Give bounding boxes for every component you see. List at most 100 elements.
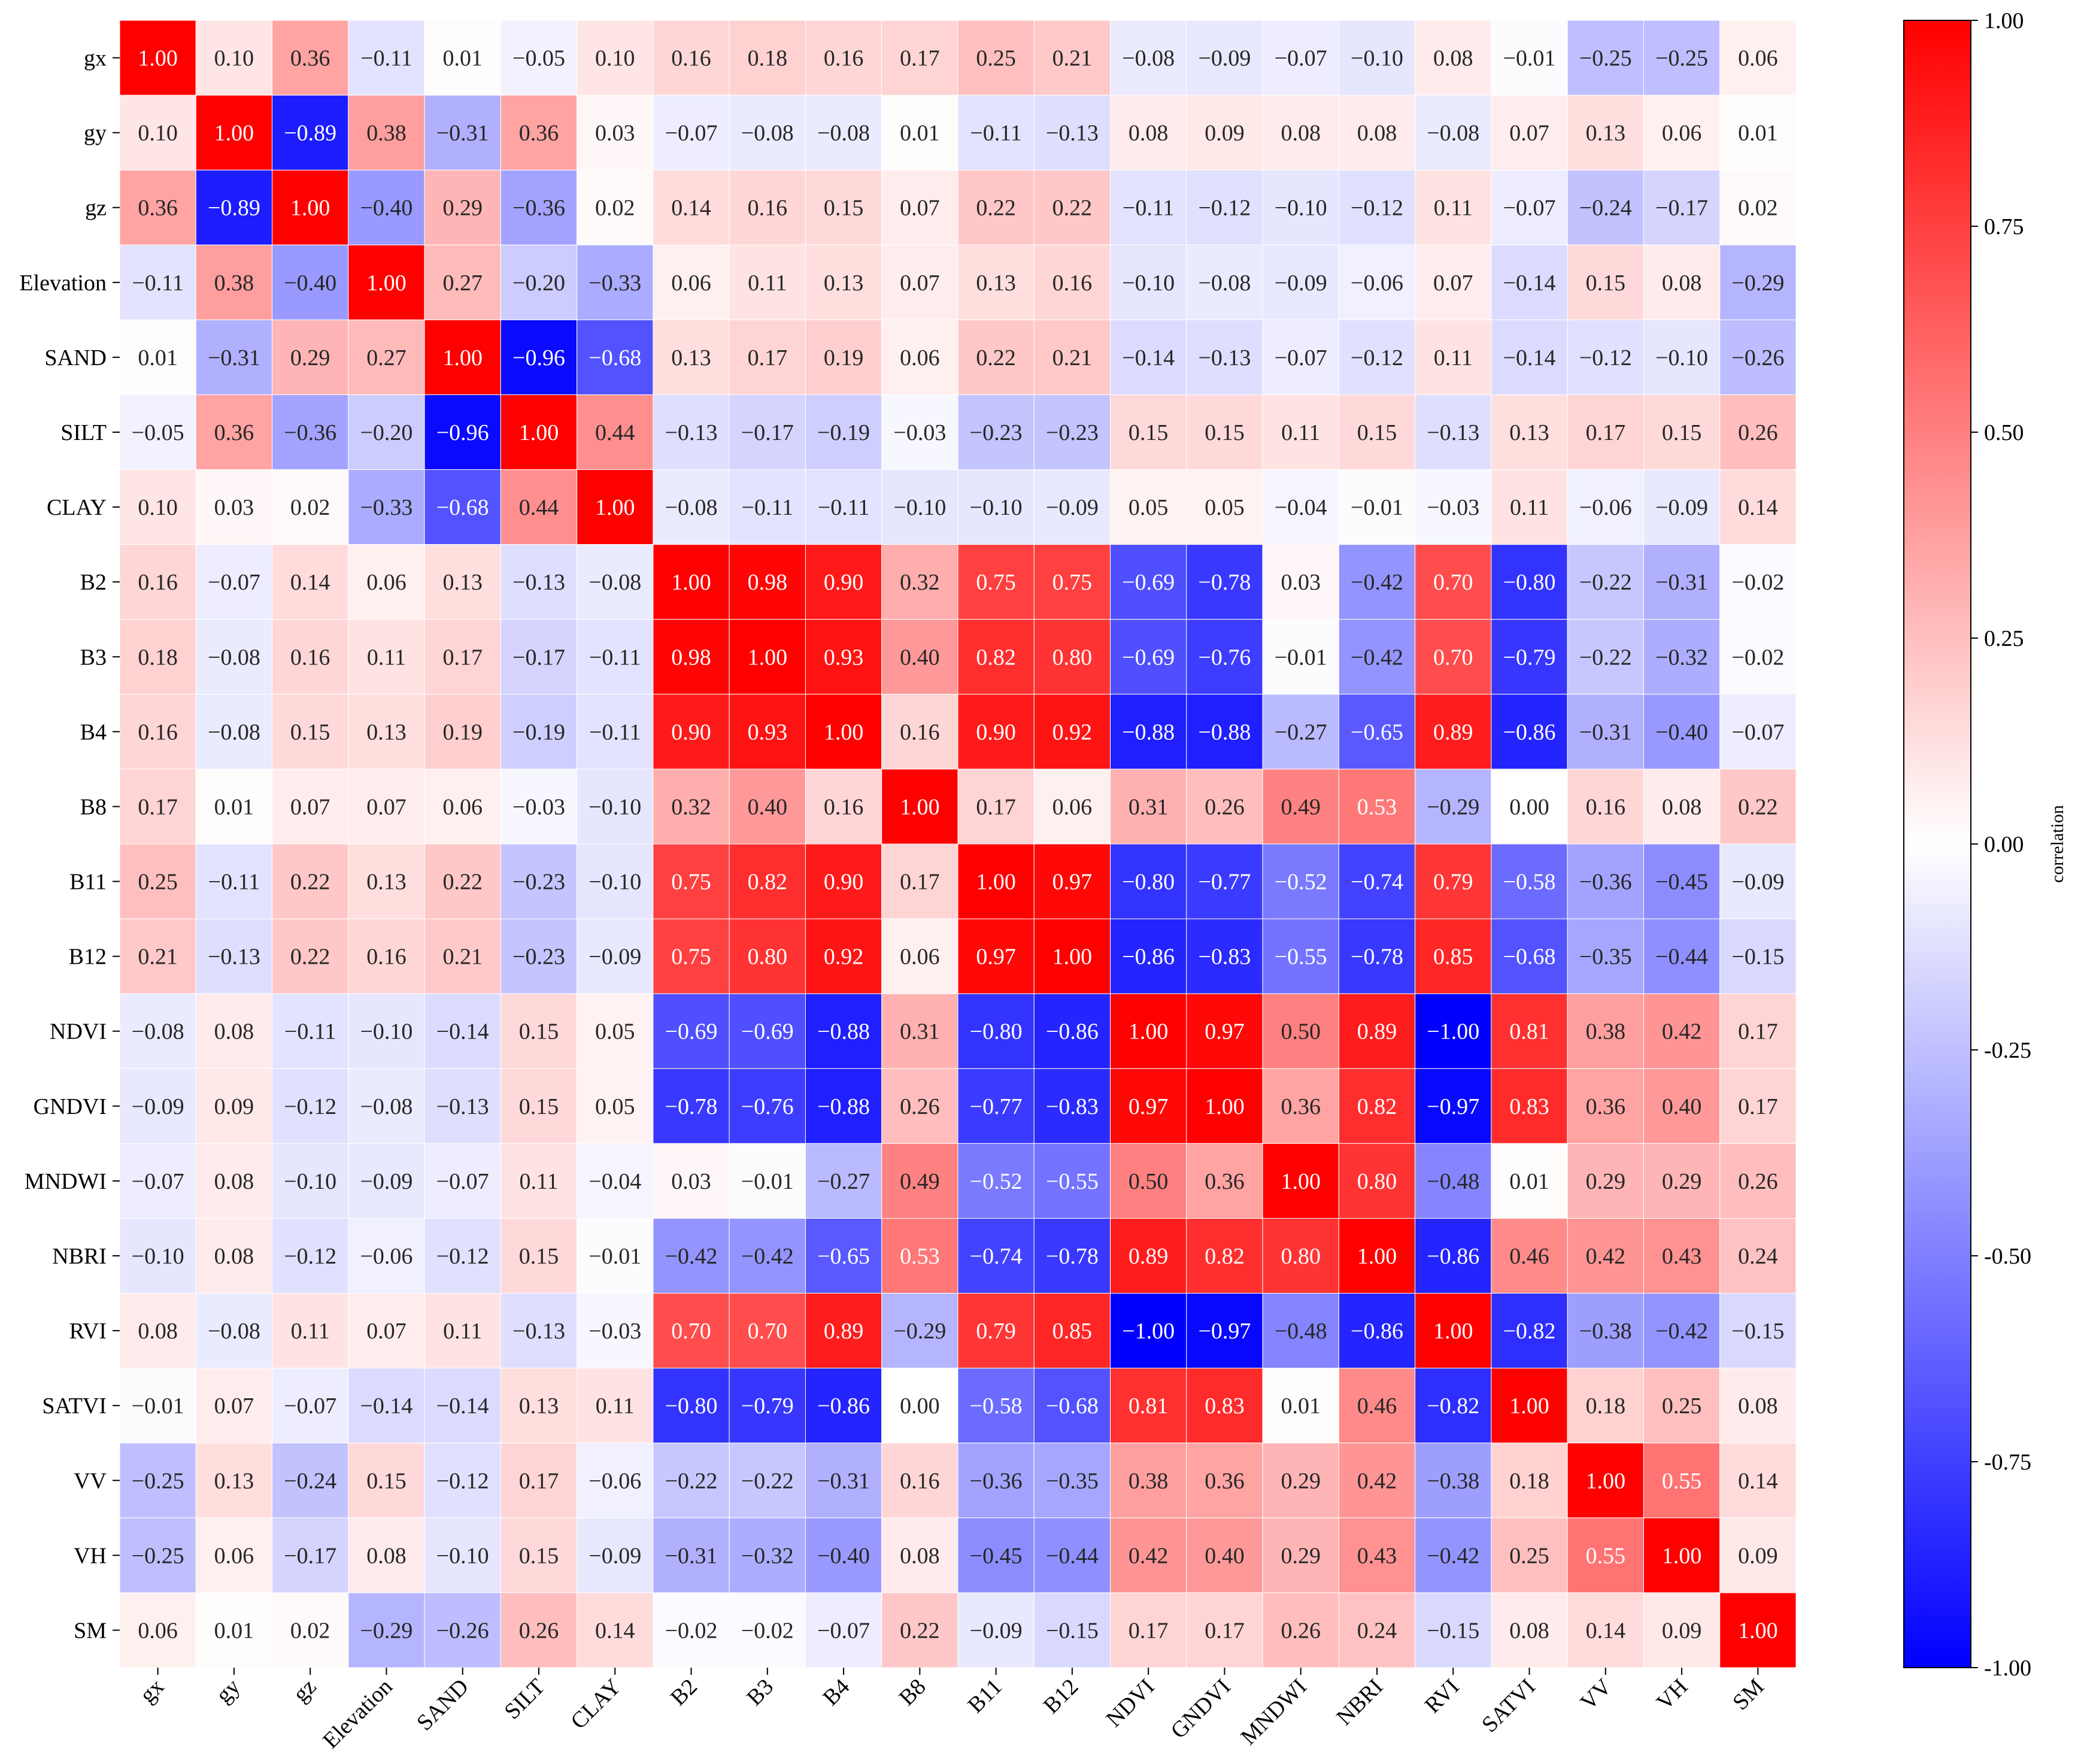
heatmap-cell <box>1338 1517 1416 1593</box>
heatmap-cell <box>729 469 806 545</box>
cell-value-label: −0.07 <box>284 1393 336 1419</box>
cell-value-label: −0.89 <box>284 121 336 146</box>
cell-value-label: −0.01 <box>741 1169 794 1194</box>
cell-value-label: 0.03 <box>595 121 635 146</box>
heatmap-cell <box>957 1368 1035 1444</box>
heatmap-cell <box>1033 619 1111 695</box>
cell-value-label: 1.00 <box>290 196 330 221</box>
y-tick-label: B12 <box>69 945 107 970</box>
cell-value-label: −0.11 <box>742 495 794 520</box>
cell-value-label: 1.00 <box>1281 1169 1321 1194</box>
heatmap-cell <box>1338 95 1416 171</box>
heatmap-cell <box>1033 1592 1111 1668</box>
cell-value-label: −0.58 <box>1503 870 1556 895</box>
cell-value-label: −0.08 <box>208 1319 260 1344</box>
cell-value-label: −0.31 <box>1579 719 1632 745</box>
y-tick-label: VV <box>74 1468 107 1493</box>
cell-value-label: 0.00 <box>1509 794 1549 819</box>
y-tick-label: B3 <box>80 645 107 670</box>
cell-value-label: −0.01 <box>588 1244 641 1269</box>
heatmap-cell <box>348 544 425 620</box>
cell-value-label: 0.16 <box>138 570 178 595</box>
cell-value-label: 0.24 <box>1357 1618 1397 1643</box>
heatmap-cell <box>119 1218 196 1294</box>
heatmap-cell <box>195 1068 273 1144</box>
cell-value-label: 0.42 <box>1586 1244 1626 1269</box>
cell-value-label: 0.75 <box>1052 570 1093 595</box>
heatmap-cell <box>1491 244 1568 320</box>
heatmap-cell <box>1567 1293 1644 1369</box>
cell-value-label: 0.82 <box>1205 1244 1245 1269</box>
cell-value-label: −0.01 <box>132 1393 184 1419</box>
heatmap-cell <box>1033 1443 1111 1519</box>
cell-value-label: −0.13 <box>512 1319 565 1344</box>
heatmap-cell <box>577 544 654 620</box>
heatmap-cell <box>348 843 425 919</box>
cell-value-label: −0.83 <box>1198 945 1251 970</box>
cell-value-label: −0.10 <box>588 794 641 819</box>
cell-value-label: 0.02 <box>290 495 330 520</box>
cell-value-label: 0.06 <box>138 1618 178 1643</box>
heatmap-cell <box>195 619 273 695</box>
heatmap-cell <box>500 843 578 919</box>
heatmap-cell <box>272 619 349 695</box>
heatmap-cell <box>272 1592 349 1668</box>
heatmap-cell <box>500 469 578 545</box>
heatmap-cell <box>957 20 1035 96</box>
heatmap-cell <box>1033 1293 1111 1369</box>
heatmap-cell <box>1491 1068 1568 1144</box>
cell-value-label: 0.97 <box>976 945 1016 970</box>
cell-value-label: −0.11 <box>970 121 1022 146</box>
heatmap-cell <box>729 1068 806 1144</box>
heatmap-cell <box>1033 993 1111 1069</box>
cell-value-label: −0.40 <box>817 1543 870 1568</box>
heatmap-cell <box>1186 169 1263 245</box>
cell-value-label: 0.90 <box>824 570 864 595</box>
x-tick-label: GNDVI <box>1166 1674 1236 1744</box>
x-tick-label: NDVI <box>1102 1674 1160 1732</box>
cell-value-label: 0.14 <box>1738 495 1778 520</box>
cell-value-label: 1.00 <box>824 719 864 745</box>
heatmap-cell <box>1643 619 1721 695</box>
heatmap-cell <box>1186 1293 1263 1369</box>
cell-value-label: 0.89 <box>824 1319 864 1344</box>
cell-value-label: −0.26 <box>1731 345 1784 371</box>
cell-value-label: −0.69 <box>1122 570 1175 595</box>
cell-value-label: −0.22 <box>1579 645 1632 670</box>
cell-value-label: −0.31 <box>208 345 260 371</box>
cell-value-label: 0.09 <box>1662 1618 1702 1643</box>
heatmap-cell <box>1262 1592 1339 1668</box>
cell-value-label: 0.36 <box>1205 1169 1245 1194</box>
y-tick-label: NBRI <box>52 1244 107 1269</box>
cell-value-label: 0.01 <box>1738 121 1778 146</box>
cell-value-label: 0.13 <box>366 870 407 895</box>
cell-value-label: −0.78 <box>1351 945 1403 970</box>
heatmap-cell <box>348 1293 425 1369</box>
cell-value-label: −0.20 <box>360 420 412 445</box>
heatmap-cell <box>577 1368 654 1444</box>
cell-value-label: −0.44 <box>1046 1543 1099 1568</box>
cell-value-label: −0.07 <box>1503 196 1556 221</box>
cell-value-label: −0.11 <box>589 645 641 670</box>
heatmap-cell <box>957 394 1035 470</box>
heatmap-cell <box>272 1218 349 1294</box>
cell-value-label: 0.22 <box>976 345 1016 371</box>
cell-value-label: 0.06 <box>366 570 407 595</box>
heatmap-cell <box>1415 1443 1492 1519</box>
cell-value-label: 0.97 <box>1052 870 1093 895</box>
heatmap-cell <box>195 1218 273 1294</box>
cell-value-label: 0.92 <box>824 945 864 970</box>
colorbar-tick-label: -1.00 <box>1984 1656 2031 1681</box>
heatmap-cell <box>653 1293 730 1369</box>
cell-value-label: −0.42 <box>741 1244 794 1269</box>
cell-value-label: −0.77 <box>970 1094 1023 1119</box>
cell-value-label: 0.17 <box>1205 1618 1245 1643</box>
heatmap-cell <box>1338 993 1416 1069</box>
heatmap-cell <box>805 319 882 395</box>
cell-value-label: −0.14 <box>1503 345 1556 371</box>
cell-value-label: −0.07 <box>1731 719 1784 745</box>
cell-value-label: 0.79 <box>976 1319 1016 1344</box>
cell-value-label: −0.82 <box>1503 1319 1556 1344</box>
heatmap-cell <box>1186 1068 1263 1144</box>
heatmap-cell <box>729 1218 806 1294</box>
